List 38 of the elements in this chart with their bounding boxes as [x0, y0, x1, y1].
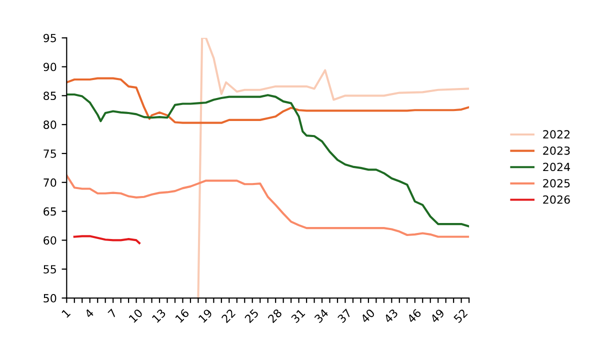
y-tick-label: 90 — [44, 62, 56, 72]
x-tick-label: 28 — [268, 308, 282, 324]
x-tick-label: 52 — [453, 308, 468, 324]
y-tick-label: 95 — [44, 34, 56, 42]
x-tick-label: 7 — [108, 308, 118, 318]
y-tick-label: 75 — [44, 150, 56, 158]
legend-label: 2023 — [543, 146, 570, 155]
x-tick-label: 1 — [61, 308, 71, 318]
y-tick-label: 65 — [44, 207, 56, 216]
x-tick-label: 46 — [406, 308, 422, 324]
x-tick-label: 34 — [314, 308, 329, 324]
line-series — [66, 93, 470, 228]
line-series — [73, 235, 140, 244]
x-tick-label: 40 — [360, 308, 376, 324]
y-tick-label: 50 — [44, 294, 56, 302]
legend-label: 2026 — [543, 195, 570, 204]
line-series — [66, 174, 470, 238]
line-series — [197, 38, 470, 298]
x-tick-label: 37 — [337, 308, 352, 324]
y-tick-label: 55 — [44, 265, 56, 274]
y-tick-label: 70 — [44, 178, 56, 187]
x-tick-label: 10 — [128, 308, 144, 323]
y-tick-label: 60 — [44, 236, 56, 245]
x-tick-label: 22 — [221, 308, 236, 324]
x-tick-label: 16 — [174, 308, 190, 323]
x-tick-label: 13 — [152, 308, 166, 323]
x-tick-label: 25 — [244, 308, 259, 324]
x-tick-label: 19 — [198, 308, 213, 323]
x-tick-label: 49 — [430, 308, 445, 324]
x-tick-label: 31 — [290, 308, 306, 324]
x-tick-label: 43 — [383, 308, 398, 324]
x-tick-label: 4 — [84, 308, 94, 318]
line-series — [66, 77, 470, 124]
legend-label: 2022 — [543, 130, 570, 139]
legend-label: 2025 — [543, 179, 570, 188]
legend-label: 2024 — [543, 162, 570, 172]
y-tick-label: 80 — [44, 120, 56, 129]
y-tick-label: 85 — [44, 92, 56, 100]
